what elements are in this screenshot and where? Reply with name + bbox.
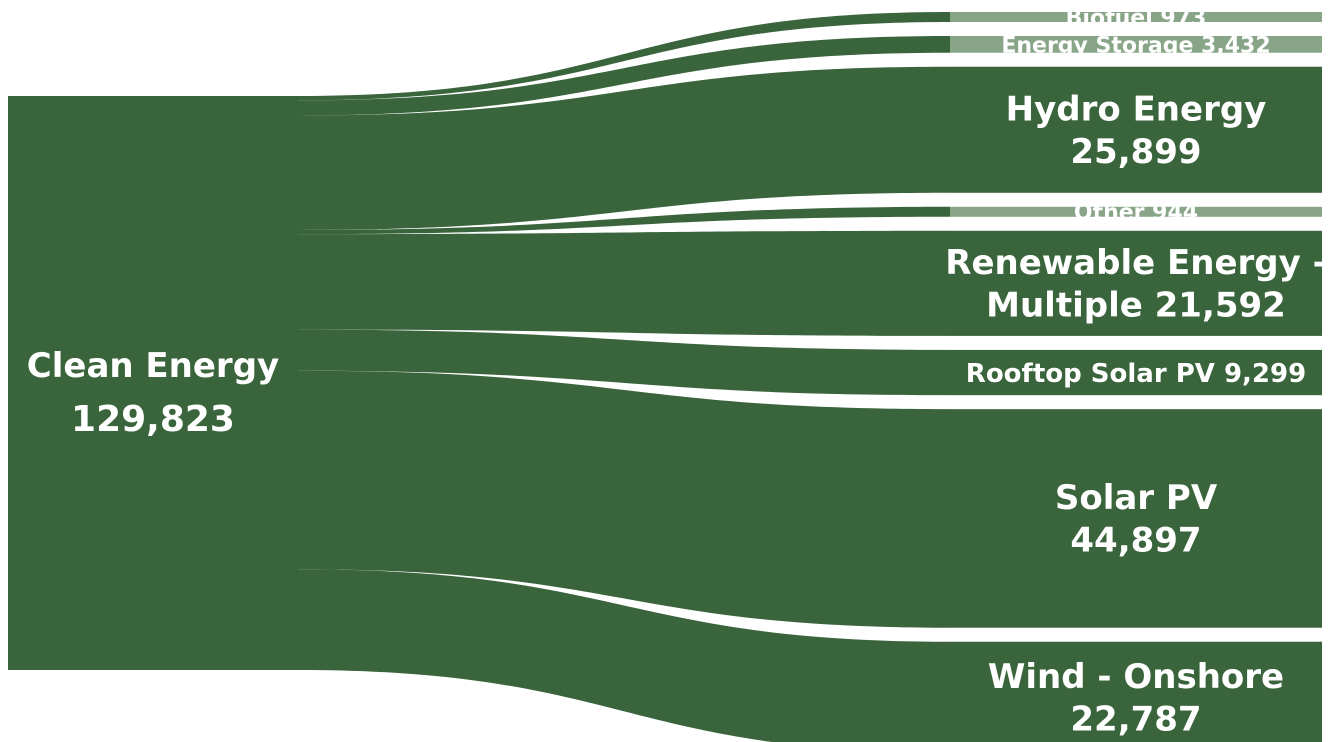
value-wind-onshore: 22,787 (1070, 699, 1201, 739)
link-wind-onshore (298, 569, 950, 742)
sankey-links (298, 12, 950, 742)
link-hydro-energy (298, 66, 950, 230)
label-rooftop-solar-pv: Rooftop Solar PV 9,299 (966, 359, 1306, 389)
node-biofuel (950, 12, 1322, 22)
node-energy-storage (950, 36, 1322, 53)
node-renewable-energy-multiple (950, 230, 1322, 336)
label-renewable-energy-multiple: Renewable Energy - (945, 243, 1326, 283)
sankey-nodes (8, 12, 1322, 742)
node-rooftop-solar-pv (950, 349, 1322, 396)
node-wind-onshore (950, 641, 1322, 742)
label-other: Other 944 (1074, 201, 1198, 226)
label-solar-pv: Solar PV (1055, 478, 1218, 518)
link-biofuel (298, 12, 950, 101)
label-hydro-energy: Hydro Energy (1006, 89, 1267, 129)
link-solar-pv (298, 370, 950, 628)
node-hydro-energy (950, 66, 1322, 193)
link-renewable-energy-multiple (298, 230, 950, 336)
node-solar-pv (950, 409, 1322, 628)
label-wind-onshore: Wind - Onshore (988, 657, 1284, 697)
value-solar-pv: 44,897 (1070, 521, 1201, 561)
link-other (298, 206, 950, 235)
label-energy-storage: Energy Storage 3,432 (1001, 33, 1270, 58)
label-biofuel: Biofuel 973 (1066, 6, 1207, 31)
source-node (8, 96, 298, 670)
link-energy-storage (298, 36, 950, 116)
link-rooftop-solar-pv (298, 329, 950, 396)
value-hydro-energy: 25,899 (1070, 132, 1201, 172)
node-other (950, 206, 1322, 217)
value-renewable-energy-multiple: Multiple 21,592 (986, 285, 1286, 325)
source-node-value: 129,823 (71, 399, 235, 440)
source-node-name: Clean Energy (27, 346, 279, 386)
